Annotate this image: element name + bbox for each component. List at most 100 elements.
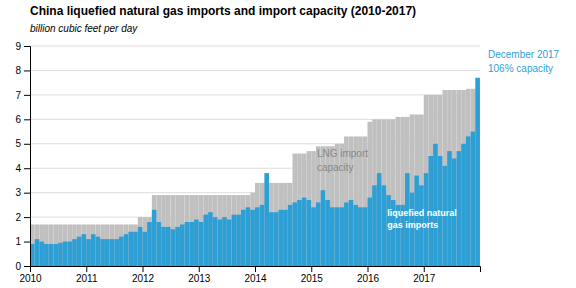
bar <box>77 224 82 266</box>
x-tick-label: 2012 <box>132 273 155 284</box>
x-tick-label: 2011 <box>76 273 98 284</box>
bar <box>124 234 129 266</box>
bar <box>91 224 96 266</box>
bar <box>471 132 476 266</box>
bar <box>180 224 185 266</box>
x-tick-label: 2015 <box>301 273 324 284</box>
annotation: liquefied natural <box>387 208 457 218</box>
bar <box>307 200 312 266</box>
bar <box>227 220 232 266</box>
bar <box>246 195 251 266</box>
y-tick-mark <box>24 217 30 218</box>
x-tick: 2017 <box>413 266 436 284</box>
bar <box>443 90 448 266</box>
bar <box>236 195 241 266</box>
bar <box>208 195 213 266</box>
bar <box>232 195 237 266</box>
bar <box>293 202 298 266</box>
bar <box>138 217 143 266</box>
bar <box>119 237 124 266</box>
bar <box>255 207 260 266</box>
bar <box>222 217 227 266</box>
bar <box>428 95 433 266</box>
bar <box>86 239 91 266</box>
y-tick: 9 <box>15 41 30 52</box>
bar <box>377 173 382 266</box>
bar <box>185 195 190 266</box>
y-tick-mark <box>24 70 30 71</box>
bar <box>53 224 58 266</box>
bar <box>391 119 396 266</box>
y-tick-mark <box>24 119 30 120</box>
bar <box>302 198 307 266</box>
bar <box>138 227 143 266</box>
x-tick: 2011 <box>76 266 98 284</box>
bar <box>110 239 115 266</box>
bar <box>82 224 87 266</box>
y-tick-mark <box>24 266 30 267</box>
bar <box>386 195 391 266</box>
bar <box>96 224 101 266</box>
bar <box>307 151 312 266</box>
y-tick-label: 6 <box>15 114 21 125</box>
x-axis-line <box>31 267 481 273</box>
bar <box>358 207 363 266</box>
bar <box>349 200 354 266</box>
bar <box>171 195 176 266</box>
bar <box>171 229 176 266</box>
bar <box>269 212 274 266</box>
y-tick-mark <box>24 95 30 96</box>
bar <box>143 232 148 266</box>
grid-line <box>30 70 480 71</box>
bar <box>44 244 49 266</box>
annotation: December 2017 <box>488 49 560 60</box>
bar <box>124 224 129 266</box>
annotation: capacity <box>317 162 354 173</box>
x-tick: 2012 <box>132 266 155 284</box>
bar <box>110 224 115 266</box>
bar <box>325 200 330 266</box>
bar <box>91 234 96 266</box>
annotation: 106% capacity <box>488 63 553 74</box>
bar <box>372 119 377 266</box>
title: China liquefied natural gas imports and … <box>30 4 416 18</box>
bar <box>128 224 133 266</box>
bar <box>44 224 49 266</box>
bar <box>344 202 349 266</box>
bar <box>396 117 401 266</box>
bar <box>35 239 40 266</box>
bar <box>100 239 105 266</box>
y-tick-mark <box>24 168 30 169</box>
bar <box>203 215 208 266</box>
bar <box>330 207 335 266</box>
x-tick-mark <box>311 266 312 272</box>
bar <box>82 234 87 266</box>
bar <box>414 114 419 266</box>
x-tick-mark <box>424 266 425 272</box>
bar <box>264 173 269 266</box>
annotation: gas imports <box>387 220 438 230</box>
bar <box>213 195 218 266</box>
bar <box>353 205 358 266</box>
bar <box>321 190 326 266</box>
x-tick-mark <box>255 266 256 272</box>
bar <box>466 89 471 266</box>
x-tick-label: 2014 <box>244 273 267 284</box>
bar <box>250 193 255 266</box>
grid-line <box>30 46 480 47</box>
bar <box>278 210 283 266</box>
bar <box>293 154 298 266</box>
bar <box>382 185 387 266</box>
y-tick: 7 <box>15 90 30 101</box>
x-tick-mark <box>199 266 200 272</box>
x-tick-mark <box>368 266 369 272</box>
bar <box>161 195 166 266</box>
bar <box>368 198 373 266</box>
bar <box>72 239 77 266</box>
x-tick: 2016 <box>357 266 380 284</box>
grid <box>30 46 480 266</box>
bar <box>58 243 63 266</box>
bar <box>274 212 279 266</box>
y-tick-label: 0 <box>15 261 21 272</box>
bar <box>114 224 119 266</box>
